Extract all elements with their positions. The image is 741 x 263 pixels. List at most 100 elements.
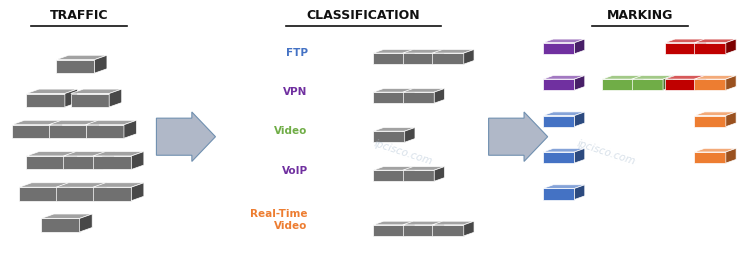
Polygon shape <box>405 88 415 103</box>
Text: CLASSIFICATION: CLASSIFICATION <box>306 9 420 22</box>
Polygon shape <box>79 214 92 232</box>
Polygon shape <box>85 125 124 138</box>
Polygon shape <box>56 60 94 73</box>
Polygon shape <box>109 89 122 107</box>
Polygon shape <box>94 183 107 201</box>
Polygon shape <box>665 75 707 79</box>
Polygon shape <box>19 183 70 187</box>
Polygon shape <box>694 75 736 79</box>
Polygon shape <box>434 166 445 181</box>
Polygon shape <box>403 49 445 53</box>
Polygon shape <box>574 148 585 163</box>
Polygon shape <box>131 183 144 201</box>
Polygon shape <box>373 88 415 92</box>
Text: ipcisco.com: ipcisco.com <box>373 138 434 166</box>
Polygon shape <box>373 170 405 181</box>
Polygon shape <box>403 221 445 225</box>
Polygon shape <box>543 188 574 200</box>
Polygon shape <box>87 120 99 138</box>
Polygon shape <box>434 49 445 64</box>
Polygon shape <box>543 75 585 79</box>
Polygon shape <box>93 183 144 187</box>
Polygon shape <box>49 125 87 138</box>
Text: FTP: FTP <box>286 48 308 58</box>
Polygon shape <box>71 89 122 94</box>
Polygon shape <box>543 112 585 115</box>
Polygon shape <box>631 75 674 79</box>
Polygon shape <box>602 75 644 79</box>
Polygon shape <box>373 166 415 170</box>
Text: Video: Video <box>274 127 308 136</box>
Polygon shape <box>64 151 114 156</box>
Polygon shape <box>726 75 736 90</box>
Polygon shape <box>464 221 474 236</box>
Polygon shape <box>694 112 736 115</box>
Polygon shape <box>663 75 674 90</box>
Text: MARKING: MARKING <box>607 9 673 22</box>
Polygon shape <box>694 152 726 163</box>
Polygon shape <box>50 120 63 138</box>
Polygon shape <box>434 88 445 103</box>
Polygon shape <box>27 156 65 169</box>
Polygon shape <box>574 185 585 200</box>
Polygon shape <box>432 49 474 53</box>
Polygon shape <box>12 120 63 125</box>
Polygon shape <box>373 225 405 236</box>
Polygon shape <box>93 187 131 201</box>
Polygon shape <box>543 43 574 54</box>
Polygon shape <box>602 79 634 90</box>
Polygon shape <box>697 75 707 90</box>
Polygon shape <box>574 112 585 127</box>
Polygon shape <box>403 166 445 170</box>
Polygon shape <box>373 131 405 142</box>
Polygon shape <box>373 92 405 103</box>
Polygon shape <box>694 43 726 54</box>
Text: ipcisco.com: ipcisco.com <box>576 138 637 166</box>
Polygon shape <box>12 125 50 138</box>
Polygon shape <box>543 148 585 152</box>
Polygon shape <box>574 75 585 90</box>
Polygon shape <box>665 39 707 43</box>
Polygon shape <box>694 148 736 152</box>
FancyArrow shape <box>488 112 548 161</box>
Polygon shape <box>41 214 92 218</box>
Polygon shape <box>373 221 415 225</box>
Polygon shape <box>27 151 77 156</box>
Polygon shape <box>102 151 114 169</box>
Polygon shape <box>543 39 585 43</box>
Polygon shape <box>697 39 707 54</box>
Polygon shape <box>65 151 77 169</box>
Text: VoIP: VoIP <box>282 165 308 175</box>
Polygon shape <box>403 53 434 64</box>
Polygon shape <box>93 151 144 156</box>
Polygon shape <box>694 115 726 127</box>
Polygon shape <box>543 115 574 127</box>
Polygon shape <box>94 55 107 73</box>
Polygon shape <box>726 148 736 163</box>
Polygon shape <box>543 185 585 188</box>
Polygon shape <box>574 39 585 54</box>
FancyArrow shape <box>156 112 216 161</box>
Polygon shape <box>543 152 574 163</box>
Polygon shape <box>131 151 144 169</box>
Polygon shape <box>405 49 415 64</box>
Polygon shape <box>49 120 99 125</box>
Polygon shape <box>434 221 445 236</box>
Polygon shape <box>27 89 77 94</box>
Text: Real-Time
Video: Real-Time Video <box>250 209 308 231</box>
Polygon shape <box>405 166 415 181</box>
Polygon shape <box>432 221 474 225</box>
Polygon shape <box>56 183 107 187</box>
Polygon shape <box>403 170 434 181</box>
Polygon shape <box>373 49 415 53</box>
Text: TRAFFIC: TRAFFIC <box>50 9 108 22</box>
Polygon shape <box>631 79 663 90</box>
Polygon shape <box>405 221 415 236</box>
Polygon shape <box>71 94 109 107</box>
Polygon shape <box>373 128 415 131</box>
Polygon shape <box>432 225 464 236</box>
Polygon shape <box>726 112 736 127</box>
Polygon shape <box>85 120 136 125</box>
Polygon shape <box>27 94 65 107</box>
Polygon shape <box>56 55 107 60</box>
